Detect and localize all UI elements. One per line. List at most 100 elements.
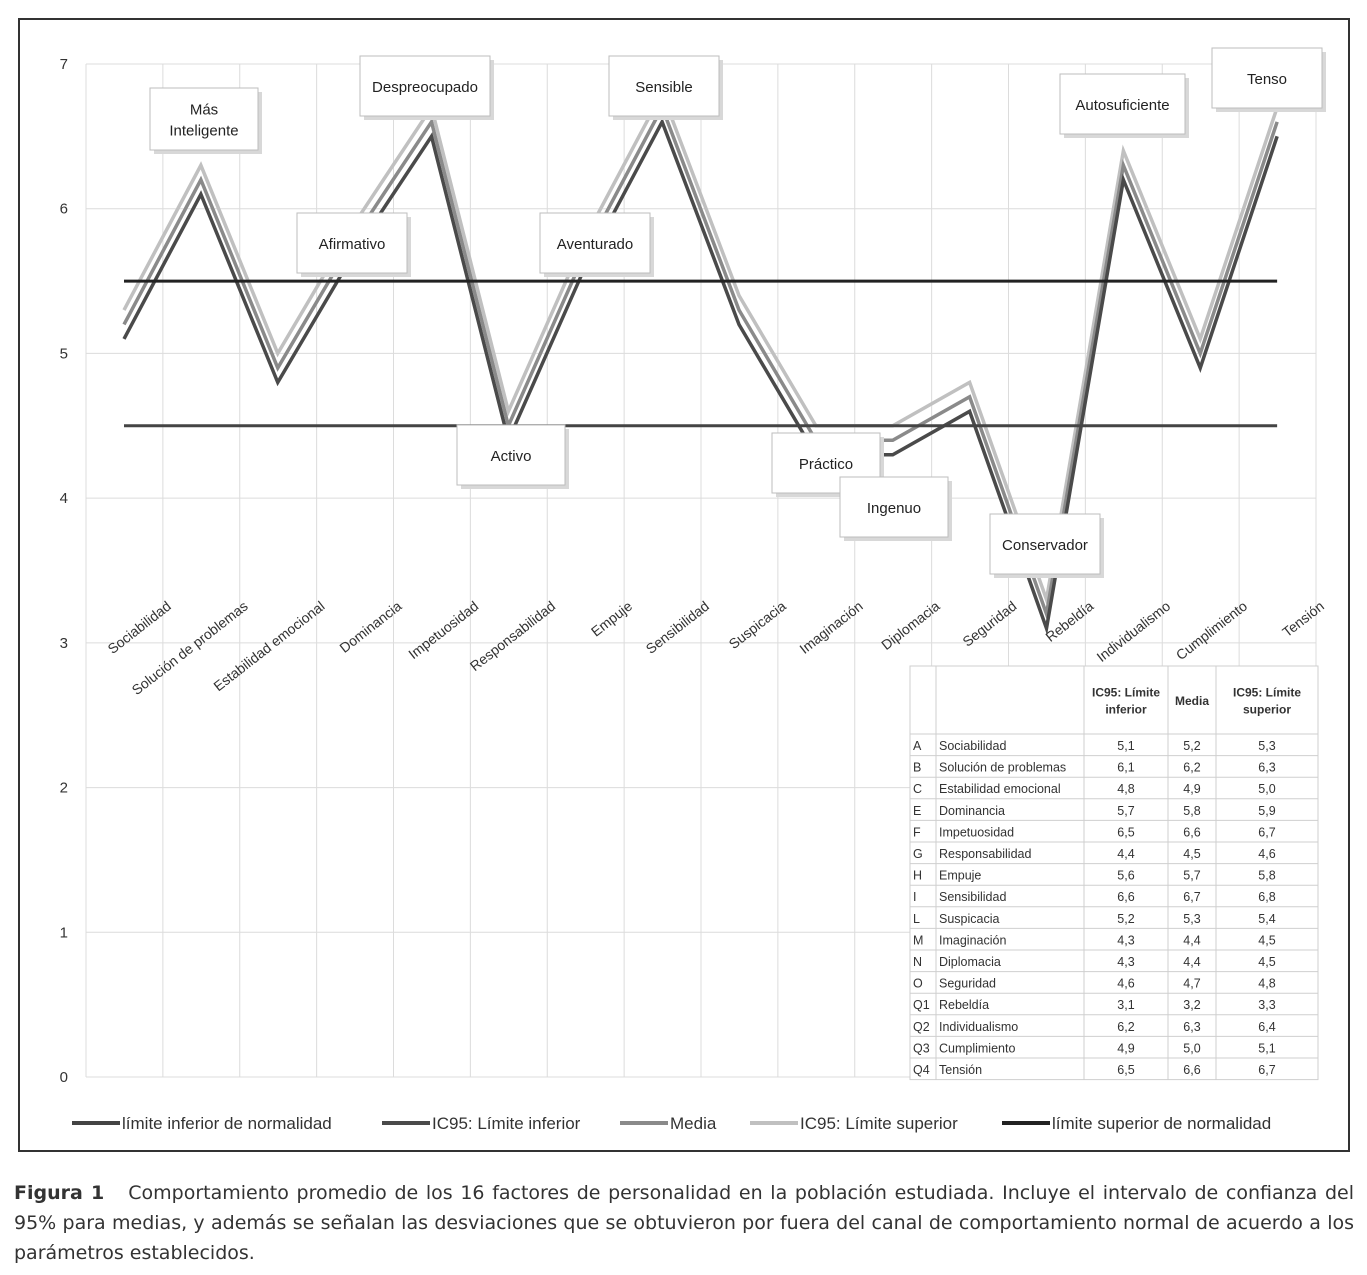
table-cell: 4,6 [1258,847,1275,861]
legend-label: IC95: Límite inferior [432,1114,581,1133]
figure-caption: Figura 1 Comportamiento promedio de los 1… [14,1178,1354,1268]
x-tick-label: Responsabilidad [467,598,558,674]
x-tick-label: Diplomacia [878,598,943,653]
table-cell: 6,7 [1183,890,1200,904]
table-cell: Q2 [913,1020,930,1034]
table-cell: 4,9 [1117,1041,1134,1055]
table-cell: 3,1 [1117,998,1134,1012]
table-cell: 6,3 [1258,761,1275,775]
table-cell: 4,4 [1183,955,1200,969]
series-line [122,103,1279,621]
table-cell: Solución de problemas [939,761,1066,775]
table-cell: B [913,761,921,775]
annotation-label: Afirmativo [319,236,386,253]
annotation-box [539,212,651,274]
y-tick-label: 5 [60,345,68,362]
table-cell: 5,7 [1183,869,1200,883]
annotation-label: Aventurado [557,236,633,253]
table-cell: L [913,912,920,926]
table-cell: N [913,955,922,969]
table-cell: 4,8 [1117,782,1134,796]
y-tick-label: 2 [60,780,68,797]
caption-text: Comportamiento promedio de los 16 factor… [14,1182,1354,1264]
annotation-box [608,55,720,117]
table-cell: E [913,804,921,818]
table-cell: 6,7 [1258,1063,1275,1077]
annotation-label: Ingenuo [867,500,921,517]
table-cell: 6,1 [1117,761,1134,775]
table-cell: Seguridad [939,977,996,991]
table-cell: G [913,847,923,861]
table-cell: 6,5 [1117,825,1134,839]
annotation-box [1059,73,1186,135]
legend-label: IC95: Límite superior [800,1114,958,1133]
table-cell: 5,7 [1117,804,1134,818]
table-cell: 5,4 [1258,912,1275,926]
data-table [909,665,1319,1081]
table-cell: 6,4 [1258,1020,1275,1034]
legend-label: límite inferior de normalidad [122,1114,332,1133]
table-cell: 3,2 [1183,998,1200,1012]
table-cell: 5,1 [1117,739,1134,753]
table-cell: 4,7 [1183,977,1200,991]
table-cell: 6,5 [1117,1063,1134,1077]
table-cell: F [913,825,921,839]
table-cell: C [913,782,922,796]
annotation-label: Activo [491,448,532,465]
table-cell: Imaginación [939,933,1006,947]
y-tick-label: 3 [60,635,68,652]
table-cell: 6,6 [1183,825,1200,839]
annotation-box [296,212,408,274]
legend-label: límite superior de normalidad [1052,1114,1271,1133]
table-cell: O [913,977,923,991]
table-cell: 6,2 [1183,761,1200,775]
table-cell: Suspicacia [939,912,999,926]
table-cell: 4,8 [1258,977,1275,991]
table-cell: Q3 [913,1041,930,1055]
table-cell: 4,5 [1258,955,1275,969]
series-line [122,117,1279,636]
legend-label: Media [670,1114,717,1133]
table-cell: M [913,933,923,947]
table-header: Media [1175,694,1209,708]
x-tick-label: Empuje [588,598,635,640]
table-cell: 6,6 [1183,1063,1200,1077]
table-cell: Empuje [939,869,981,883]
y-tick-label: 1 [60,924,68,941]
x-tick-label: Seguridad [959,598,1019,650]
y-tick-label: 7 [60,56,68,73]
annotation-label: Práctico [799,456,853,473]
x-tick-label: Suspicacia [726,598,789,652]
table-cell: 6,2 [1117,1020,1134,1034]
table-cell: Sensibilidad [939,890,1006,904]
table-cell: 6,7 [1258,825,1275,839]
table-cell: H [913,869,922,883]
table-cell: 4,5 [1258,933,1275,947]
table-cell: 4,4 [1117,847,1134,861]
annotation-box [839,476,949,538]
figure-frame: 0 1 2 3 4 5 6 7 Sociabilidad Solución de problema… [18,18,1350,1152]
annotation-label: Más [190,102,218,119]
table-cell: 3,3 [1258,998,1275,1012]
table-cell: Rebeldía [939,998,989,1012]
annotation-box [149,87,259,151]
x-tick-label: Sensibilidad [643,598,712,657]
table-cell: 4,9 [1183,782,1200,796]
table-cell: 4,4 [1183,933,1200,947]
annotation-label: Inteligente [169,123,238,140]
annotation-label: Autosuficiente [1075,97,1169,114]
table-header: IC95: Límite [1092,686,1160,700]
table-header: inferior [1105,703,1147,717]
annotation-box [359,55,491,117]
table-cell: Responsabilidad [939,847,1031,861]
table-cell: Individualismo [939,1020,1018,1034]
table-cell: 5,9 [1258,804,1275,818]
table-cell: Tensión [939,1063,982,1077]
table-header: superior [1243,703,1291,717]
annotation-box [989,513,1101,575]
annotation-box [1211,47,1323,109]
table-cell: Diplomacia [939,955,1001,969]
annotation-label: Sensible [635,79,693,96]
table-cell: 4,3 [1117,933,1134,947]
figure-label: Figura 1 [14,1182,105,1204]
